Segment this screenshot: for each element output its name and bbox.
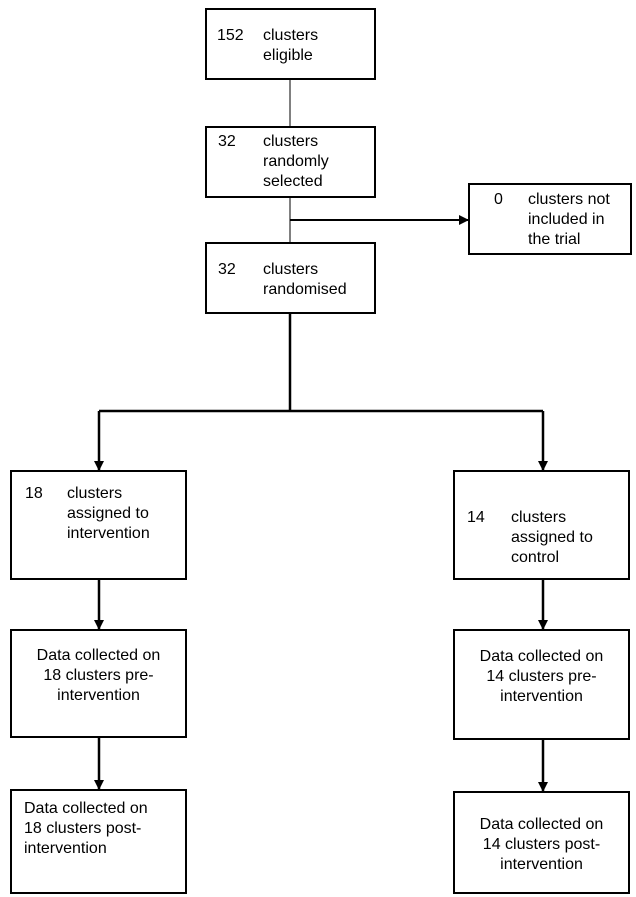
- box-clusters-randomised: 32 clusters randomised: [205, 242, 376, 314]
- control-label: clusters assigned to control: [511, 509, 593, 566]
- control-pre-data-text: Data collected on 14 clusters pre- inter…: [479, 648, 604, 705]
- box-clusters-not-included: 0 clusters not included in the trial: [468, 183, 632, 255]
- selected-label: clusters randomly selected: [263, 133, 329, 190]
- intervention-pre-data-text: Data collected on 18 clusters pre- inter…: [36, 647, 161, 704]
- eligible-count: 152: [217, 27, 244, 44]
- box-intervention-post-data: Data collected on 18 clusters post- inte…: [10, 789, 187, 894]
- intervention-label: clusters assigned to intervention: [67, 485, 150, 542]
- intervention-count: 18: [25, 485, 43, 502]
- randomised-count: 32: [218, 261, 236, 278]
- intervention-post-data-text: Data collected on 18 clusters post- inte…: [24, 800, 148, 857]
- eligible-label: clusters eligible: [263, 27, 319, 64]
- box-control-post-data: Data collected on 14 clusters post- inte…: [453, 791, 630, 894]
- box-assigned-control: 14 clusters assigned to control: [453, 470, 630, 580]
- box-intervention-pre-data: Data collected on 18 clusters pre- inter…: [10, 629, 187, 738]
- randomised-label: clusters randomised: [263, 261, 347, 298]
- selected-count: 32: [218, 133, 236, 150]
- box-clusters-eligible: 152 clusters eligible: [205, 8, 376, 80]
- box-control-pre-data: Data collected on 14 clusters pre- inter…: [453, 629, 630, 740]
- excluded-label: clusters not included in the trial: [528, 191, 610, 248]
- box-assigned-intervention: 18 clusters assigned to intervention: [10, 470, 187, 580]
- box-clusters-randomly-selected: 32 clusters randomly selected: [205, 126, 376, 198]
- control-count: 14: [467, 509, 485, 526]
- excluded-count: 0: [494, 191, 503, 208]
- control-post-data-text: Data collected on 14 clusters post- inte…: [479, 816, 604, 873]
